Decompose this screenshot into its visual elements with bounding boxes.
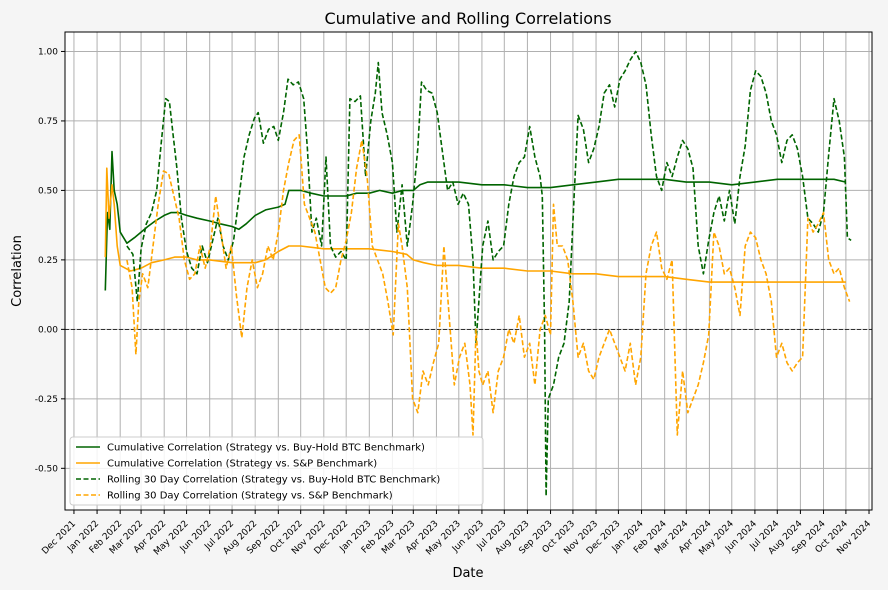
- legend-box: [69, 436, 484, 506]
- plot-frame: [64, 31, 873, 511]
- x-axis-label: Date: [452, 566, 483, 581]
- y-axis-label: Correlation: [10, 235, 25, 307]
- legend-label-1: Cumulative Correlation (Strategy vs. Buy…: [107, 443, 425, 454]
- series-line-1: [104, 150, 847, 291]
- series-group: [104, 50, 852, 497]
- plot-area: [65, 32, 872, 510]
- y-tick-label: 0.00: [38, 325, 58, 335]
- y-tick-label: -0.25: [35, 395, 58, 405]
- y-tick-label: 0.25: [38, 256, 58, 266]
- y-tick-label: 0.50: [38, 186, 58, 196]
- y-axis-ticks: -0.50 -0.25 0.00 0.25 0.50 0.75 1.00: [35, 47, 65, 474]
- y-tick-label: -0.50: [35, 464, 59, 474]
- legend-label-3: Rolling 30 Day Correlation (Strategy vs.…: [107, 475, 440, 486]
- chart-title: Cumulative and Rolling Correlations: [324, 9, 611, 28]
- series-line-4: [126, 134, 851, 436]
- legend-label-2: Cumulative Correlation (Strategy vs. S&P…: [107, 459, 377, 470]
- y-tick-label: 1.00: [38, 47, 58, 57]
- legend-label-4: Rolling 30 Day Correlation (Strategy vs.…: [107, 491, 393, 502]
- legend: Cumulative Correlation (Strategy vs. Buy…: [69, 436, 484, 506]
- y-tick-label: 0.75: [38, 117, 58, 127]
- series-line-3: [126, 50, 852, 497]
